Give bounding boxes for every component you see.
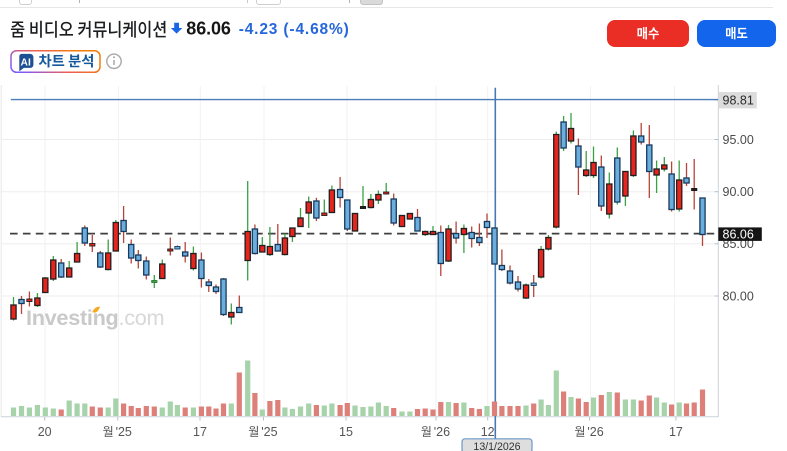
svg-text:12: 12: [481, 425, 495, 439]
svg-text:17: 17: [669, 425, 683, 439]
svg-text:95.00: 95.00: [723, 133, 754, 147]
svg-text:98.81: 98.81: [723, 94, 754, 108]
svg-text:13/1/2026: 13/1/2026: [473, 441, 520, 451]
svg-text:-4.23 (-4.68%): -4.23 (-4.68%): [239, 21, 350, 38]
svg-text:'26: '26: [587, 425, 603, 439]
svg-text:86.06: 86.06: [723, 227, 754, 241]
svg-text:80.00: 80.00: [723, 289, 754, 303]
svg-text:'26: '26: [434, 425, 450, 439]
svg-text:86.06: 86.06: [186, 19, 231, 39]
svg-text:90.00: 90.00: [723, 185, 754, 199]
svg-text:AI: AI: [21, 57, 31, 68]
svg-text:15: 15: [339, 425, 353, 439]
svg-text:17: 17: [193, 425, 207, 439]
svg-text:20: 20: [38, 425, 52, 439]
svg-text:'25: '25: [261, 425, 277, 439]
svg-text:'25: '25: [116, 425, 132, 439]
